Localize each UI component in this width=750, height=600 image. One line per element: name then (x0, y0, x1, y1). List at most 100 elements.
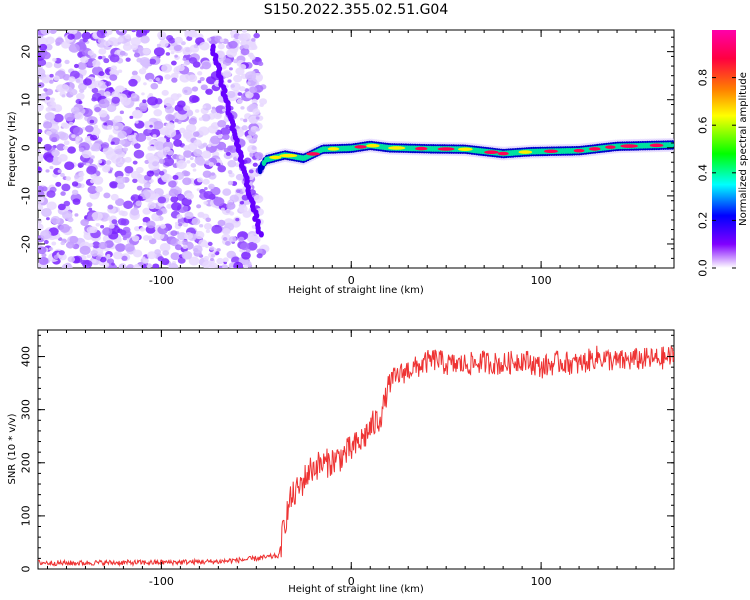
noise-dot (115, 30, 127, 36)
noise-dot (95, 192, 100, 197)
noise-dot (201, 61, 211, 70)
noise-dot (146, 136, 152, 141)
noise-dot (57, 169, 62, 174)
noise-dot (133, 143, 141, 149)
noise-dot (103, 192, 111, 199)
noise-dot (161, 173, 172, 183)
noise-dot (78, 147, 85, 153)
noise-dot (157, 196, 167, 204)
carrier-hotspot (484, 150, 499, 155)
noise-dot (75, 78, 81, 83)
noise-dot (248, 115, 259, 124)
noise-dot (222, 58, 232, 66)
noise-dot (95, 186, 103, 193)
noise-dot (159, 39, 169, 48)
noise-dot (245, 71, 257, 81)
noise-dot (171, 77, 178, 83)
noise-dot (65, 241, 75, 249)
noise-dot (240, 48, 250, 56)
noise-dot (222, 188, 232, 196)
noise-dot (246, 248, 251, 253)
noise-dot (199, 76, 205, 82)
noise-dot (60, 172, 65, 177)
noise-dot (182, 129, 193, 138)
noise-dot (119, 139, 126, 145)
noise-dot (142, 258, 150, 264)
noise-dot (230, 35, 235, 39)
noise-dot (98, 71, 105, 77)
noise-dot (106, 124, 113, 130)
noise-dot (103, 91, 111, 97)
noise-dot (215, 112, 222, 118)
colorbar-tick-label: 0.2 (697, 212, 710, 230)
noise-dot (64, 112, 75, 122)
noise-dot (140, 190, 151, 200)
noise-dot (149, 58, 157, 65)
noise-dot (123, 200, 134, 209)
noise-dot (53, 113, 64, 123)
noise-dot (239, 242, 250, 251)
noise-dot (41, 207, 52, 217)
noise-dot (133, 149, 145, 159)
noise-dot (116, 37, 124, 43)
noise-dot (131, 235, 140, 242)
noise-dot (64, 262, 72, 268)
noise-dot (157, 149, 168, 158)
noise-dot (173, 44, 182, 52)
noise-dot (68, 121, 74, 126)
noise-dot (222, 237, 228, 241)
noise-dot (91, 259, 97, 264)
noise-dot (38, 256, 49, 266)
noise-dot (146, 220, 156, 229)
noise-dot (63, 140, 70, 146)
noise-dot (217, 43, 225, 50)
noise-dot (144, 159, 150, 164)
noise-dot (233, 74, 243, 83)
noise-dot (51, 149, 60, 157)
noise-dot (130, 43, 139, 51)
colorbar-label: Normalized spectral amplitude (738, 72, 749, 226)
noise-dot (157, 256, 164, 262)
noise-dot (111, 219, 118, 225)
noise-dot (193, 139, 202, 147)
noise-dot (130, 37, 142, 47)
noise-dot (226, 250, 236, 259)
noise-dot (120, 218, 130, 226)
noise-dot (176, 160, 187, 170)
noise-dot (176, 64, 185, 72)
noise-dot (150, 146, 157, 151)
noise-dot (238, 204, 248, 213)
noise-dot (105, 160, 112, 165)
noise-dot (222, 257, 229, 263)
noise-dot (177, 232, 187, 241)
noise-dot (142, 48, 151, 55)
noise-dot (237, 92, 243, 96)
noise-dot (102, 165, 111, 173)
noise-dot (48, 247, 54, 251)
carrier-hotspot (388, 146, 406, 150)
noise-dot (46, 217, 50, 221)
noise-dot (246, 41, 257, 51)
noise-dot (109, 87, 114, 91)
noise-dot (192, 168, 197, 172)
noise-dot (78, 83, 87, 91)
spec-y-tick-label: 0 (20, 144, 33, 151)
noise-dot (55, 181, 62, 187)
noise-dot (170, 72, 179, 80)
noise-dot (87, 50, 95, 56)
noise-dot (57, 203, 66, 211)
noise-dot (38, 246, 47, 255)
spectrogram-y-axis-label: Frequency (Hz) (7, 111, 18, 187)
noise-dot (226, 48, 237, 58)
noise-dot (130, 92, 138, 99)
noise-dot (203, 223, 212, 230)
noise-dot (238, 33, 249, 42)
carrier-hotspot (588, 147, 601, 151)
spec-y-tick-label: -10 (20, 187, 33, 205)
snr-x-tick-label: -100 (149, 575, 174, 588)
noise-dot (187, 74, 198, 83)
noise-dot (213, 197, 225, 207)
noise-dot (108, 134, 113, 138)
noise-dot (183, 150, 193, 158)
noise-dot (76, 92, 85, 101)
